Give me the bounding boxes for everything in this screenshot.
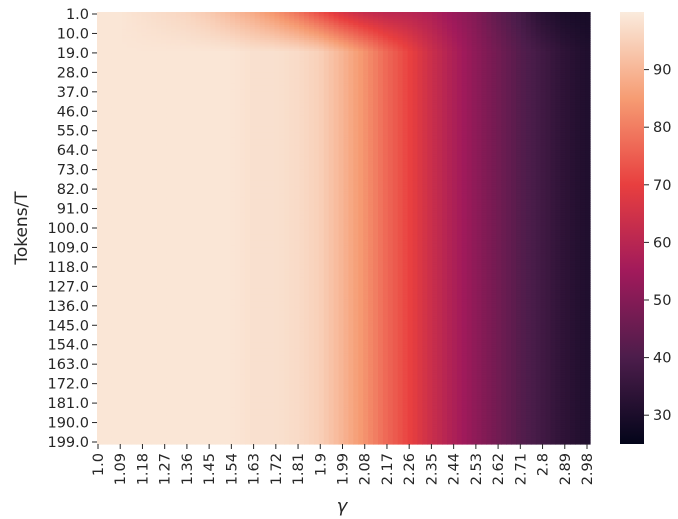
heatmap-cells <box>97 12 591 445</box>
